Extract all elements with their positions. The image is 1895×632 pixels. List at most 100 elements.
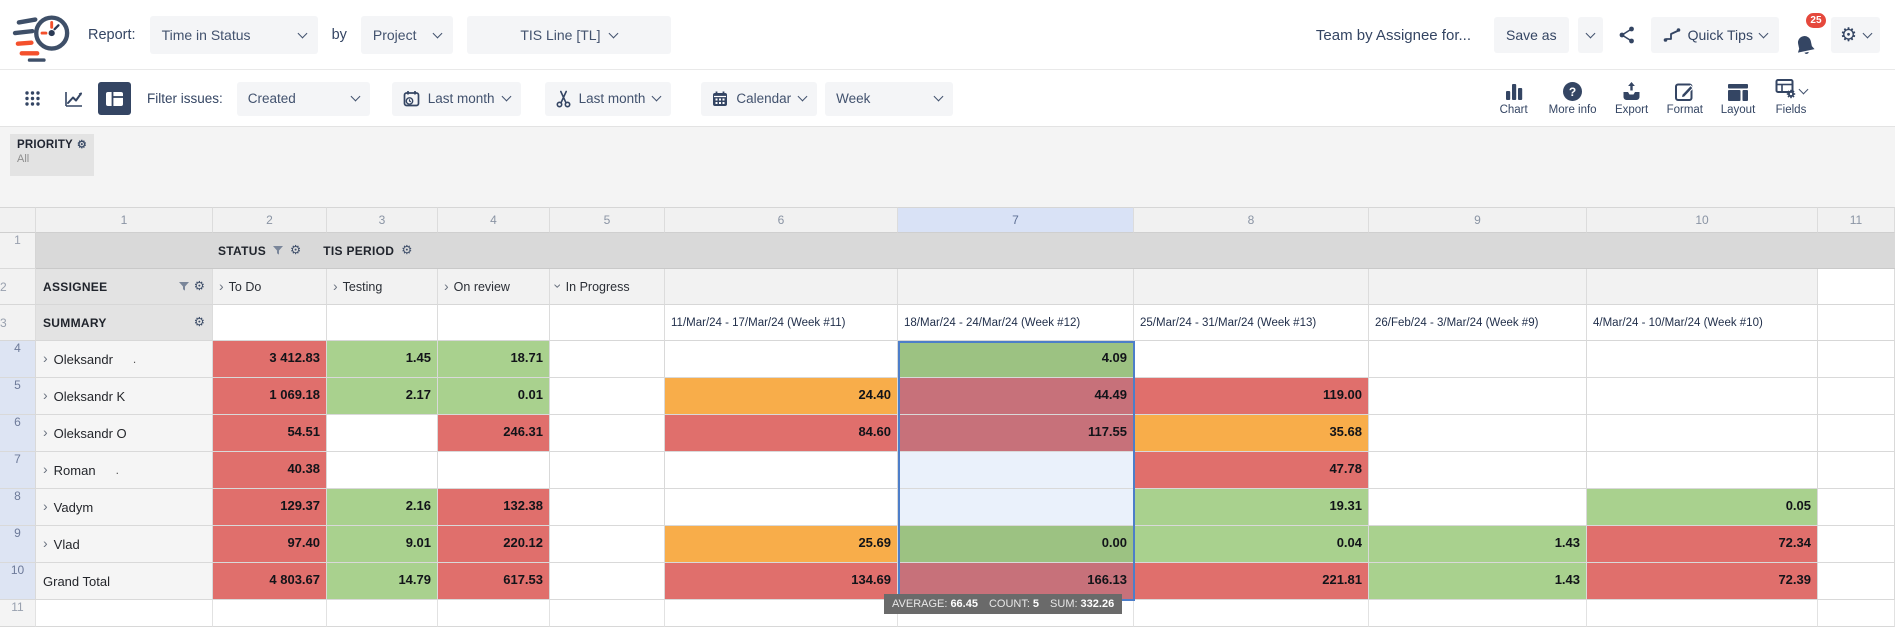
status-band-empty-cell[interactable] <box>898 269 1134 305</box>
empty-cell[interactable] <box>1818 452 1895 489</box>
value-cell[interactable]: 117.55 <box>898 415 1134 452</box>
empty-cell[interactable] <box>1818 563 1895 600</box>
corner-cell[interactable] <box>0 207 36 233</box>
empty-cell[interactable] <box>1818 600 1895 627</box>
expand-icon[interactable]: › <box>444 277 449 294</box>
selected-empty-cell[interactable] <box>898 452 1134 489</box>
value-cell[interactable]: 19.31 <box>1134 489 1369 526</box>
value-cell[interactable]: 220.12 <box>438 526 550 563</box>
assignee-cell[interactable]: › Oleksandr. <box>36 341 213 378</box>
tool-format[interactable]: Format <box>1667 78 1703 116</box>
row-header-7[interactable]: 7 <box>0 452 36 489</box>
column-header-8[interactable]: 8 <box>1134 207 1369 233</box>
tool-layout[interactable]: Layout <box>1720 78 1756 116</box>
empty-cell[interactable] <box>550 526 665 563</box>
row-header-2[interactable]: 2 <box>0 269 36 305</box>
period-header-cell[interactable]: 26/Feb/24 - 3/Mar/24 (Week #9) <box>1369 305 1587 341</box>
empty-cell[interactable] <box>1818 489 1895 526</box>
save-options-button[interactable] <box>1577 17 1603 53</box>
empty-header-cell[interactable] <box>438 305 550 341</box>
period-header-cell[interactable]: 4/Mar/24 - 10/Mar/24 (Week #10) <box>1587 305 1818 341</box>
empty-cell[interactable] <box>550 563 665 600</box>
period-header-cell[interactable]: 18/Mar/24 - 24/Mar/24 (Week #12) <box>898 305 1134 341</box>
empty-cell[interactable] <box>550 341 665 378</box>
expand-icon[interactable]: › <box>219 277 224 294</box>
empty-cell[interactable] <box>36 600 213 627</box>
row-header-6[interactable]: 6 <box>0 415 36 452</box>
column-header-4[interactable]: 4 <box>438 207 550 233</box>
period-header-cell[interactable]: 11/Mar/24 - 17/Mar/24 (Week #11) <box>665 305 898 341</box>
trim-range-dropdown[interactable]: Last month <box>544 81 672 116</box>
grand-total-cell[interactable]: Grand Total <box>36 563 213 600</box>
value-cell[interactable]: 14.79 <box>327 563 438 600</box>
empty-cell[interactable] <box>550 415 665 452</box>
settings-button[interactable]: ⚙ <box>1830 17 1880 53</box>
empty-cell[interactable] <box>550 452 665 489</box>
column-header-1[interactable]: 1 <box>36 207 213 233</box>
granularity-dropdown[interactable]: Week <box>825 81 954 116</box>
value-cell[interactable]: 54.51 <box>213 415 327 452</box>
empty-cell[interactable] <box>438 452 550 489</box>
value-cell[interactable]: 72.34 <box>1587 526 1818 563</box>
empty-cell[interactable] <box>213 600 327 627</box>
assignee-cell[interactable]: › Vlad <box>36 526 213 563</box>
status-column-to-do[interactable]: › To Do <box>213 269 327 305</box>
empty-cell[interactable] <box>1818 269 1895 305</box>
value-cell[interactable]: 84.60 <box>665 415 898 452</box>
empty-cell[interactable] <box>1369 378 1587 415</box>
gear-icon[interactable]: ⚙ <box>193 315 205 330</box>
value-cell[interactable]: 0.04 <box>1134 526 1369 563</box>
tool-more-info[interactable]: ? More info <box>1549 78 1597 116</box>
gear-icon[interactable]: ⚙ <box>290 243 302 258</box>
value-cell[interactable]: 47.78 <box>1134 452 1369 489</box>
pivot-view-button[interactable] <box>98 82 131 115</box>
empty-cell[interactable] <box>1369 600 1587 627</box>
value-cell[interactable]: 35.68 <box>1134 415 1369 452</box>
empty-cell[interactable] <box>1587 415 1818 452</box>
save-as-button[interactable]: Save as <box>1494 17 1569 53</box>
quick-tips-button[interactable]: Quick Tips <box>1650 17 1779 53</box>
empty-cell[interactable] <box>1369 452 1587 489</box>
value-cell[interactable]: 1.43 <box>1369 526 1587 563</box>
row-header-11[interactable]: 11 <box>0 600 36 627</box>
project-select-dropdown[interactable]: TIS Line [TL] <box>466 16 671 54</box>
empty-cell[interactable] <box>1369 415 1587 452</box>
expand-icon[interactable]: › <box>43 350 48 366</box>
value-cell[interactable]: 166.13 <box>898 563 1134 600</box>
value-cell[interactable]: 0.00 <box>898 526 1134 563</box>
empty-cell[interactable] <box>1587 600 1818 627</box>
date-range-dropdown[interactable]: Last month <box>391 81 521 116</box>
column-header-5[interactable]: 5 <box>550 207 665 233</box>
notifications-button[interactable]: 25 <box>1788 13 1826 57</box>
value-cell[interactable]: 134.69 <box>665 563 898 600</box>
chart-view-button[interactable] <box>57 82 90 115</box>
empty-cell[interactable] <box>665 489 898 526</box>
empty-cell[interactable] <box>327 452 438 489</box>
report-type-dropdown[interactable]: Time in Status <box>149 16 318 54</box>
period-header-cell[interactable]: 25/Mar/24 - 31/Mar/24 (Week #13) <box>1134 305 1369 341</box>
empty-header-cell[interactable] <box>550 305 665 341</box>
empty-cell[interactable] <box>438 600 550 627</box>
empty-cell[interactable] <box>665 452 898 489</box>
empty-cell[interactable] <box>1587 378 1818 415</box>
expand-icon[interactable]: › <box>43 535 48 551</box>
assignee-cell[interactable]: › Oleksandr K <box>36 378 213 415</box>
status-band-empty-cell[interactable] <box>665 269 898 305</box>
empty-cell[interactable] <box>550 489 665 526</box>
status-band-empty-cell[interactable] <box>1587 269 1818 305</box>
value-cell[interactable]: 0.05 <box>1587 489 1818 526</box>
value-cell[interactable]: 1 069.18 <box>213 378 327 415</box>
value-cell[interactable]: 3 412.83 <box>213 341 327 378</box>
value-cell[interactable]: 1.45 <box>327 341 438 378</box>
column-header-3[interactable]: 3 <box>327 207 438 233</box>
value-cell[interactable]: 9.01 <box>327 526 438 563</box>
column-header-10[interactable]: 10 <box>1587 207 1818 233</box>
empty-cell[interactable] <box>550 600 665 627</box>
tool-fields[interactable]: Fields <box>1773 78 1809 116</box>
row-header-3[interactable]: 3 <box>0 305 36 341</box>
empty-cell[interactable] <box>1587 452 1818 489</box>
empty-cell[interactable] <box>1134 600 1369 627</box>
empty-cell[interactable] <box>327 415 438 452</box>
status-column-on-review[interactable]: › On review <box>438 269 550 305</box>
column-header-7[interactable]: 7 <box>898 207 1134 233</box>
